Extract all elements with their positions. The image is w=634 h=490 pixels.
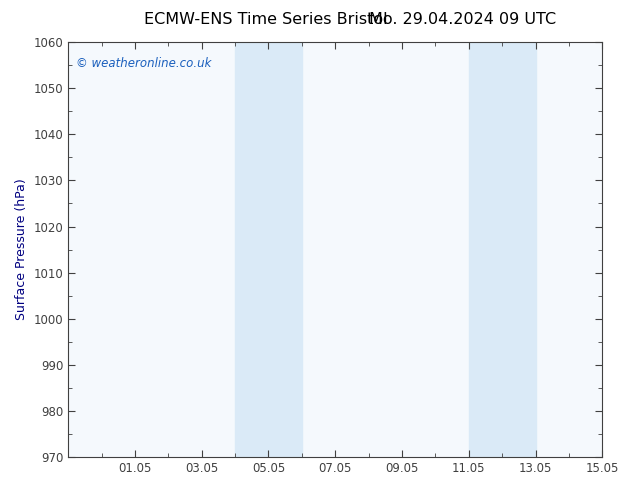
Bar <box>502 42 536 457</box>
Text: © weatheronline.co.uk: © weatheronline.co.uk <box>76 56 212 70</box>
Y-axis label: Surface Pressure (hPa): Surface Pressure (hPa) <box>15 179 28 320</box>
Text: ECMW-ENS Time Series Bristol: ECMW-ENS Time Series Bristol <box>145 12 388 27</box>
Bar <box>469 42 502 457</box>
Text: Mo. 29.04.2024 09 UTC: Mo. 29.04.2024 09 UTC <box>369 12 557 27</box>
Bar <box>235 42 268 457</box>
Bar <box>268 42 302 457</box>
